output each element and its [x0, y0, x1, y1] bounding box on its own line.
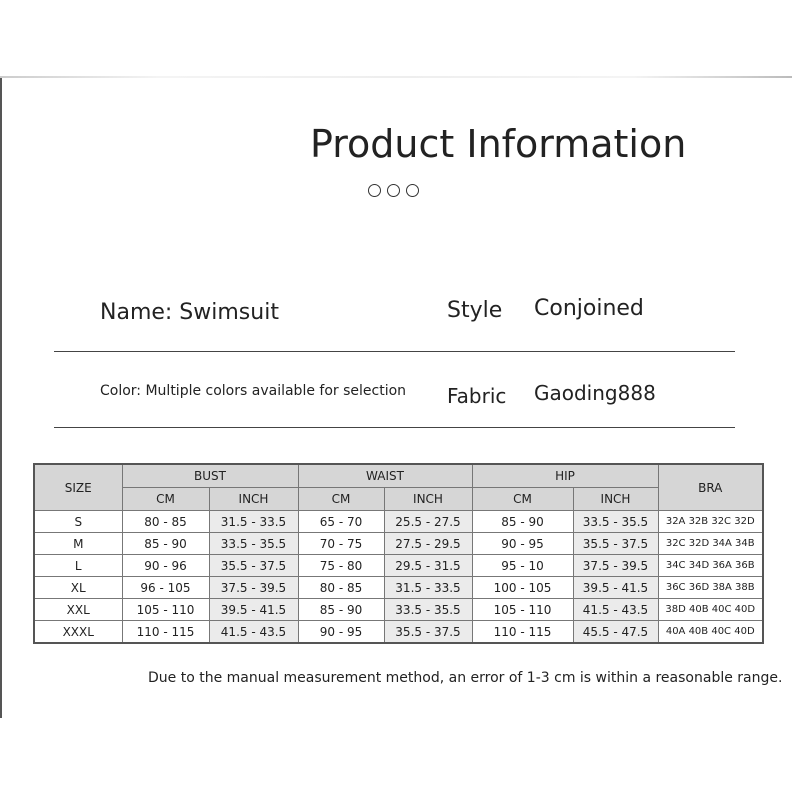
cell-bust-inch: 33.5 - 35.5: [208, 532, 299, 555]
cell-bra: 36C 36D 38A 38B: [657, 576, 764, 599]
divider: [54, 427, 735, 428]
divider: [54, 351, 735, 352]
header-inch: INCH: [383, 487, 473, 511]
header-bust: BUST: [121, 463, 299, 488]
header-waist: WAIST: [297, 463, 473, 488]
cell-size: XXL: [33, 598, 123, 621]
cell-bust-cm: 110 - 115: [121, 620, 210, 644]
cell-bust-cm: 90 - 96: [121, 554, 210, 577]
cell-waist-inch: 31.5 - 33.5: [383, 576, 473, 599]
circle-icon: [368, 184, 381, 197]
fabric-value: Gaoding888: [534, 381, 656, 405]
cell-bra: 38D 40B 40C 40D: [657, 598, 764, 621]
table-row: M 85 - 90 33.5 - 35.5 70 - 75 27.5 - 29.5 90 …: [33, 532, 764, 555]
cell-size: L: [33, 554, 123, 577]
cell-size: XL: [33, 576, 123, 599]
cell-waist-inch: 27.5 - 29.5: [383, 532, 473, 555]
measurement-note: Due to the manual measurement method, an…: [148, 670, 783, 686]
table-row: S 80 - 85 31.5 - 33.5 65 - 70 25.5 - 27.5 85 …: [33, 510, 764, 533]
table-row: XXL 105 - 110 39.5 - 41.5 85 - 90 33.5 - 35.…: [33, 598, 764, 621]
cell-hip-inch: 41.5 - 43.5: [572, 598, 659, 621]
cell-waist-cm: 70 - 75: [297, 532, 385, 555]
left-edge: [0, 78, 2, 718]
cell-waist-inch: 25.5 - 27.5: [383, 510, 473, 533]
style-value: Conjoined: [534, 296, 644, 321]
cell-bust-inch: 39.5 - 41.5: [208, 598, 299, 621]
header-bra: BRA: [657, 463, 764, 511]
cell-bust-inch: 37.5 - 39.5: [208, 576, 299, 599]
style-label: Style: [447, 298, 503, 323]
cell-bust-cm: 80 - 85: [121, 510, 210, 533]
cell-hip-cm: 100 - 105: [471, 576, 574, 599]
circle-icon: [387, 184, 400, 197]
cell-bust-inch: 41.5 - 43.5: [208, 620, 299, 644]
page-title: Product Information: [310, 122, 687, 166]
fabric-label: Fabric: [447, 384, 507, 408]
decorative-dots: [368, 184, 419, 197]
cell-hip-inch: 35.5 - 37.5: [572, 532, 659, 555]
cell-waist-cm: 85 - 90: [297, 598, 385, 621]
table-row: XXXL 110 - 115 41.5 - 43.5 90 - 95 35.5 - 37…: [33, 620, 764, 644]
cell-waist-inch: 33.5 - 35.5: [383, 598, 473, 621]
circle-icon: [406, 184, 419, 197]
cell-hip-inch: 39.5 - 41.5: [572, 576, 659, 599]
header-cm: CM: [121, 487, 210, 511]
cell-bra: 32C 32D 34A 34B: [657, 532, 764, 555]
cell-hip-cm: 85 - 90: [471, 510, 574, 533]
cell-bust-cm: 96 - 105: [121, 576, 210, 599]
cell-bust-inch: 35.5 - 37.5: [208, 554, 299, 577]
cell-bra: 40A 40B 40C 40D: [657, 620, 764, 644]
cell-hip-cm: 95 - 10: [471, 554, 574, 577]
table-row: L 90 - 96 35.5 - 37.5 75 - 80 29.5 - 31.5 95 …: [33, 554, 764, 577]
header-cm: CM: [471, 487, 574, 511]
product-name: Name: Swimsuit: [100, 300, 279, 325]
cell-waist-cm: 65 - 70: [297, 510, 385, 533]
cell-bust-cm: 85 - 90: [121, 532, 210, 555]
cell-waist-inch: 35.5 - 37.5: [383, 620, 473, 644]
cell-waist-cm: 80 - 85: [297, 576, 385, 599]
cell-hip-cm: 110 - 115: [471, 620, 574, 644]
cell-size: M: [33, 532, 123, 555]
header-hip: HIP: [471, 463, 659, 488]
cell-waist-cm: 75 - 80: [297, 554, 385, 577]
cell-hip-cm: 105 - 110: [471, 598, 574, 621]
header-size: SIZE: [33, 463, 123, 511]
header-cm: CM: [297, 487, 385, 511]
cell-bra: 32A 32B 32C 32D: [657, 510, 764, 533]
cell-size: S: [33, 510, 123, 533]
cell-waist-cm: 90 - 95: [297, 620, 385, 644]
size-chart: SIZE BUST WAIST HIP BRA CM INCH CM INCH …: [33, 463, 764, 644]
color-info: Color: Multiple colors available for sel…: [100, 383, 407, 399]
cell-bra: 34C 34D 36A 36B: [657, 554, 764, 577]
cell-size: XXXL: [33, 620, 123, 644]
cell-waist-inch: 29.5 - 31.5: [383, 554, 473, 577]
cell-hip-inch: 37.5 - 39.5: [572, 554, 659, 577]
cell-hip-inch: 33.5 - 35.5: [572, 510, 659, 533]
top-divider: [0, 76, 792, 78]
cell-hip-cm: 90 - 95: [471, 532, 574, 555]
cell-bust-cm: 105 - 110: [121, 598, 210, 621]
cell-bust-inch: 31.5 - 33.5: [208, 510, 299, 533]
table-row: XL 96 - 105 37.5 - 39.5 80 - 85 31.5 - 33.5 1…: [33, 576, 764, 599]
header-inch: INCH: [572, 487, 659, 511]
cell-hip-inch: 45.5 - 47.5: [572, 620, 659, 644]
header-inch: INCH: [208, 487, 299, 511]
